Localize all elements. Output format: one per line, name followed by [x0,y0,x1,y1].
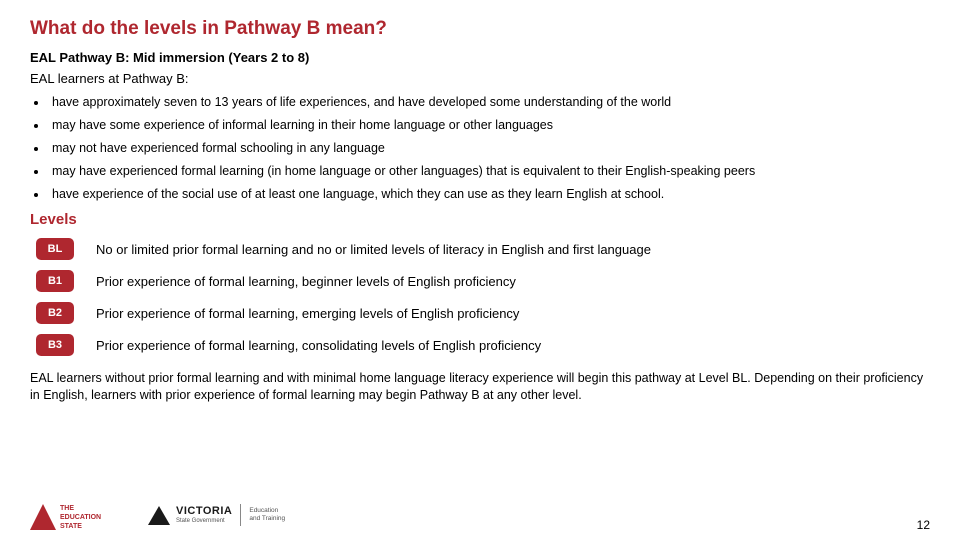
victoria-text: VICTORIA State Government [176,506,232,524]
bullet-text: may have experienced formal learning (in… [52,164,755,178]
victoria-label: VICTORIA [176,506,232,517]
level-badge-b2: B2 [36,302,74,324]
bullet-icon [34,124,38,128]
page-number: 12 [917,518,930,532]
bullet-text: have experience of the social use of at … [52,187,664,201]
bullet-text: may not have experienced formal schoolin… [52,141,385,155]
victoria-gov-logo: VICTORIA State Government Education and … [148,504,285,526]
intro-line: EAL learners at Pathway B: [30,71,930,86]
list-item: may not have experienced formal schoolin… [30,141,930,155]
education-state-logo: THE EDUCATION STATE [30,500,126,530]
pathway-subhead: EAL Pathway B: Mid immersion (Years 2 to… [30,50,930,65]
logo-line: STATE [60,523,82,530]
bullet-icon [34,101,38,105]
page-title: What do the levels in Pathway B mean? [30,18,930,40]
list-item: have approximately seven to 13 years of … [30,95,930,109]
level-badge-b3: B3 [36,334,74,356]
level-badge-b1: B1 [36,270,74,292]
table-row: B2 Prior experience of formal learning, … [30,302,930,324]
table-row: BL No or limited prior formal learning a… [30,238,930,260]
dept-line: Education [249,507,285,515]
bullet-text: may have some experience of informal lea… [52,118,553,132]
levels-table: BL No or limited prior formal learning a… [30,238,930,356]
dept-line: and Training [249,515,285,523]
list-item: may have some experience of informal lea… [30,118,930,132]
slide: What do the levels in Pathway B mean? EA… [0,0,960,540]
table-row: B3 Prior experience of formal learning, … [30,334,930,356]
bullet-text: have approximately seven to 13 years of … [52,95,671,109]
level-desc: No or limited prior formal learning and … [96,242,651,257]
bullet-icon [34,193,38,197]
divider [240,504,241,526]
level-desc: Prior experience of formal learning, con… [96,338,541,353]
triangle-icon [148,506,170,525]
victoria-sub: State Government [176,518,232,524]
level-desc: Prior experience of formal learning, beg… [96,274,516,289]
level-badge-bl: BL [36,238,74,260]
list-item: may have experienced formal learning (in… [30,164,930,178]
list-item: have experience of the social use of at … [30,187,930,201]
levels-heading: Levels [30,211,930,228]
characteristics-list: have approximately seven to 13 years of … [30,95,930,201]
logo-line: EDUCATION [60,514,101,521]
closing-paragraph: EAL learners without prior formal learni… [30,370,930,404]
logo-line: THE [60,505,74,512]
bullet-icon [34,170,38,174]
department-label: Education and Training [249,507,285,523]
table-row: B1 Prior experience of formal learning, … [30,270,930,292]
level-desc: Prior experience of formal learning, eme… [96,306,519,321]
bullet-icon [34,147,38,151]
footer: THE EDUCATION STATE VICTORIA State Gover… [30,498,930,532]
